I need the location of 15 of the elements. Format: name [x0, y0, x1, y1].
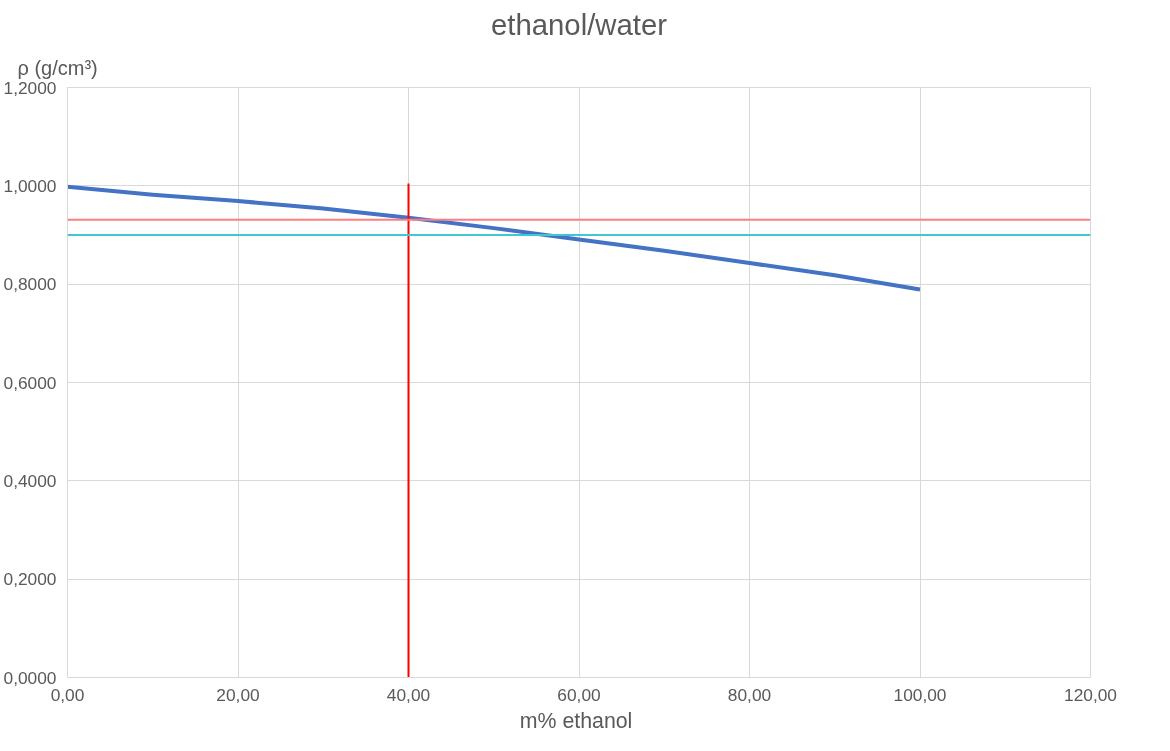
x-tick-label: 100,00 — [893, 684, 947, 705]
line-series — [67, 184, 922, 292]
y-tick-label: 0,4000 — [3, 470, 57, 491]
x-tick-label: 40,00 — [386, 684, 431, 705]
x-tick-label: 60,00 — [557, 684, 601, 705]
x-tick-label: 120,00 — [1064, 684, 1117, 705]
x-axis-title: m% ethanol — [519, 708, 633, 733]
chart-title: ethanol/water — [490, 7, 668, 41]
y-tick-label: 0,2000 — [3, 569, 57, 590]
y-tick-label: 0,8000 — [3, 274, 57, 295]
x-tick-label: 20,00 — [216, 684, 260, 705]
y-axis-title: ρ (g/cm³) — [17, 56, 98, 79]
y-tick-label: 0,6000 — [3, 372, 57, 393]
y-tick-label: 1,0000 — [3, 175, 57, 196]
x-tick-label: 80,00 — [727, 684, 772, 705]
